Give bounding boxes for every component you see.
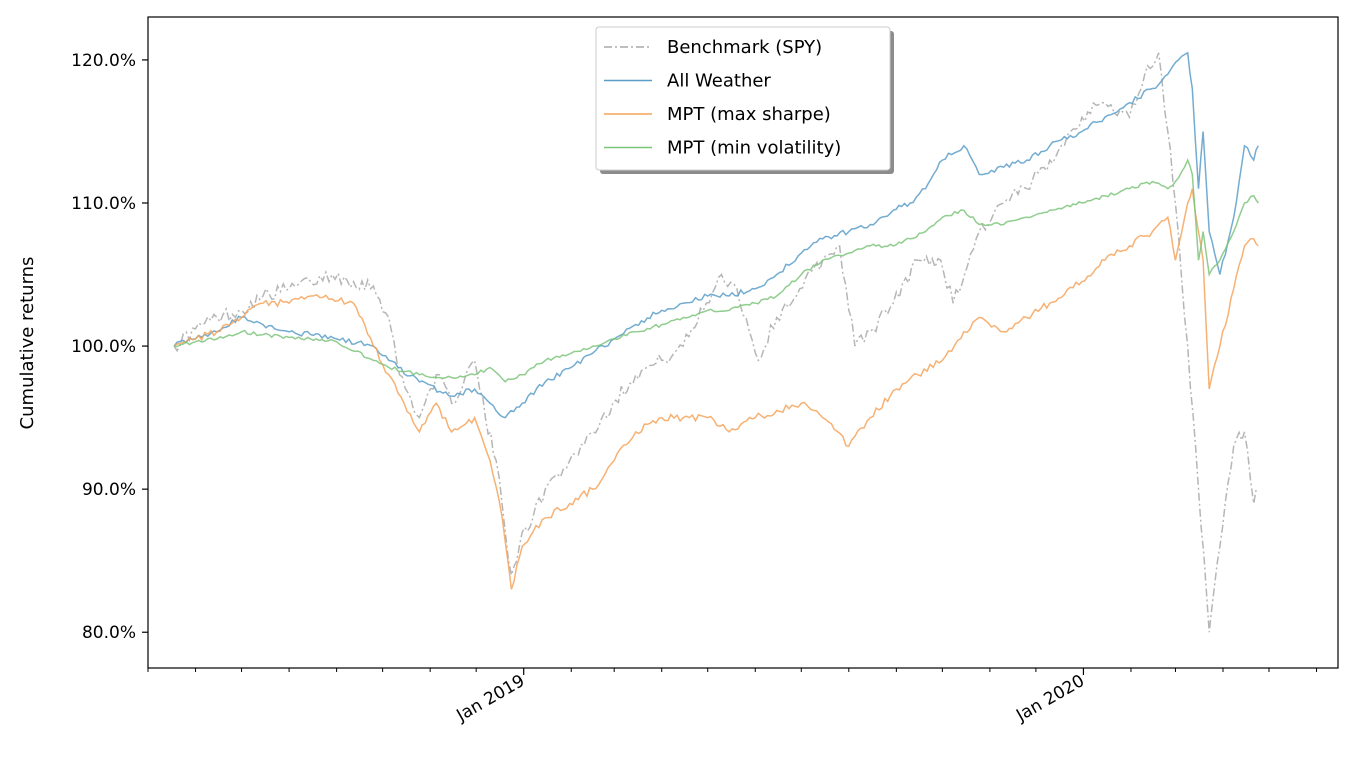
legend-label: MPT (min volatility)	[667, 138, 841, 159]
series-line	[173, 51, 1259, 419]
y-tick-label: 90.0%	[82, 480, 136, 500]
legend-label: MPT (max sharpe)	[667, 104, 831, 125]
series-layer	[173, 51, 1259, 633]
y-axis-title: Cumulative returns	[17, 257, 38, 430]
legend: Benchmark (SPY) All Weather MPT (max sharp…	[595, 26, 894, 174]
legend-label: Benchmark (SPY)	[667, 37, 822, 58]
series-line	[173, 188, 1259, 590]
series-line	[173, 52, 1259, 633]
y-axis: 80.0% 90.0% 100.0% 110.0% 120.0%	[71, 51, 148, 643]
y-tick-label: 120.0%	[71, 51, 136, 71]
legend-box	[595, 26, 891, 171]
y-tick-label: 80.0%	[82, 623, 136, 643]
y-tick-label: 100.0%	[71, 337, 136, 357]
series-line	[173, 158, 1259, 383]
plot-frame	[147, 16, 1339, 669]
y-tick-label: 110.0%	[71, 194, 136, 214]
legend-label: All Weather	[667, 71, 771, 92]
